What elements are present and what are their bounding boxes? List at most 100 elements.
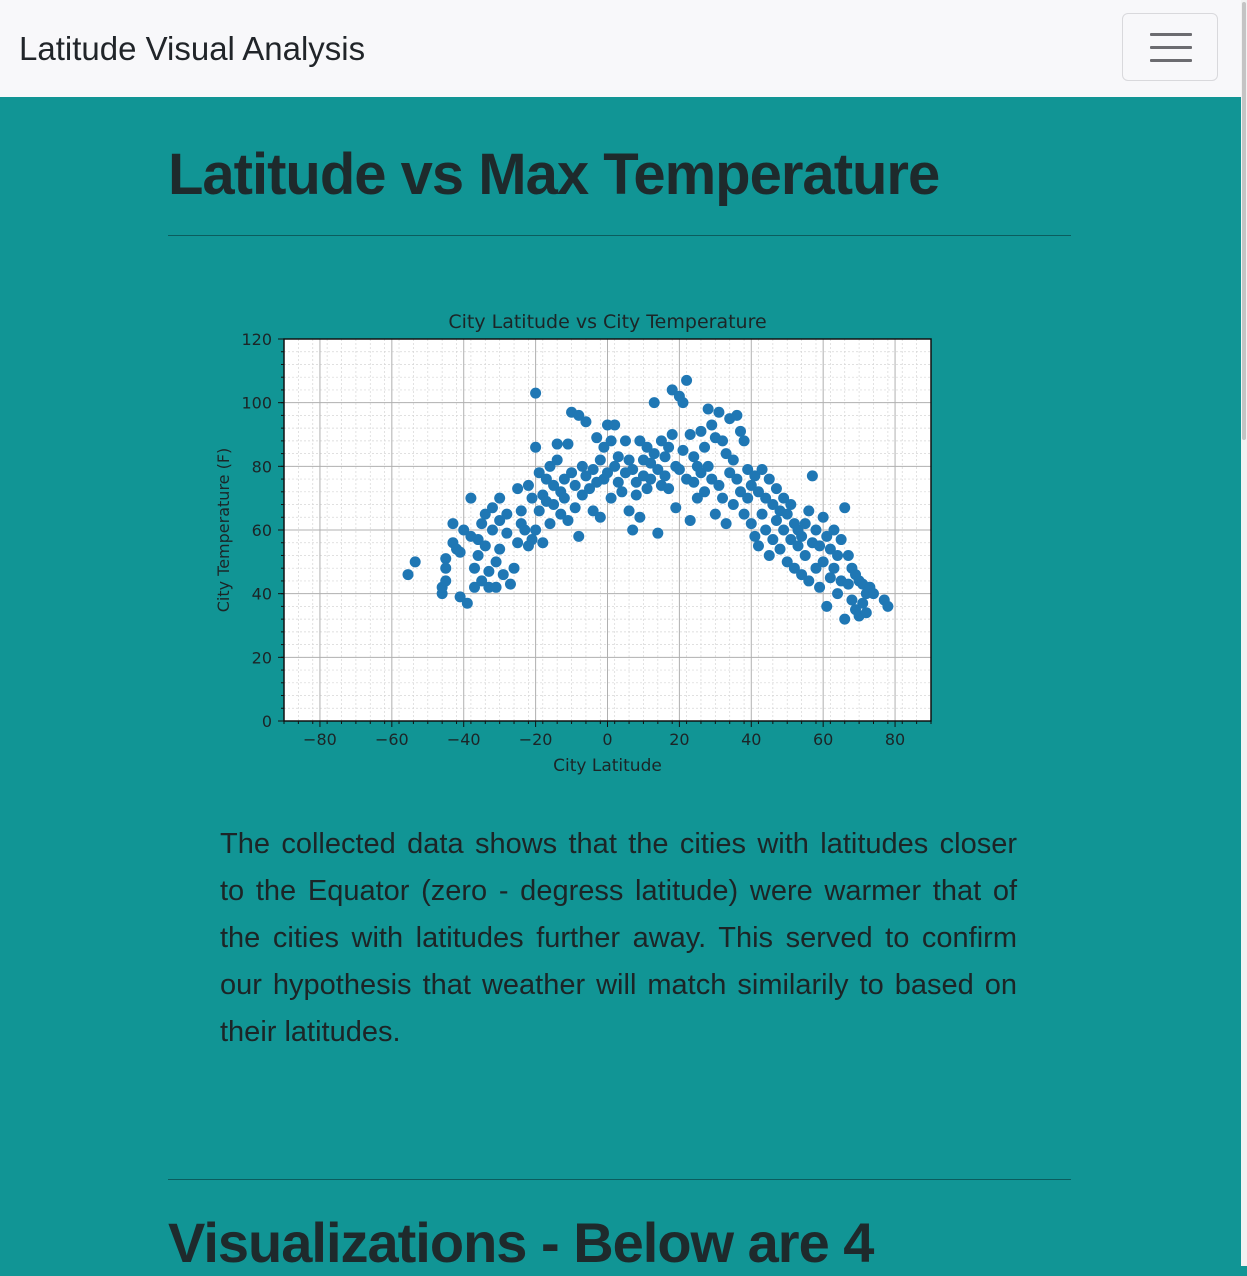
data-point [745, 518, 757, 530]
data-point [476, 518, 488, 530]
x-tick-label: 80 [885, 730, 905, 749]
data-point [781, 508, 793, 520]
data-point [706, 419, 718, 431]
data-point [479, 508, 491, 520]
data-point [832, 588, 844, 600]
data-point [551, 454, 563, 466]
data-point [752, 540, 764, 552]
data-point [688, 451, 700, 463]
y-tick-label: 120 [241, 330, 272, 349]
data-point [634, 435, 646, 447]
data-point [734, 486, 746, 498]
data-point [504, 578, 516, 590]
data-point [494, 514, 506, 526]
data-point [526, 534, 538, 546]
data-point [882, 600, 894, 612]
data-point [573, 409, 585, 421]
data-point [652, 527, 664, 539]
data-point [666, 384, 678, 396]
data-point [785, 499, 797, 511]
scrollbar-thumb[interactable] [1242, 2, 1246, 440]
data-point [497, 569, 509, 581]
x-tick-label: −60 [375, 730, 409, 749]
data-point [508, 562, 520, 574]
data-point [709, 508, 721, 520]
data-point [796, 530, 808, 542]
data-point [828, 562, 840, 574]
data-point [814, 581, 826, 593]
data-point [576, 489, 588, 501]
data-point [469, 581, 481, 593]
y-tick-label: 20 [252, 648, 272, 667]
page-title: Latitude vs Max Temperature [168, 142, 940, 207]
data-point [673, 464, 685, 476]
data-point [641, 483, 653, 495]
data-point [734, 425, 746, 437]
data-point [562, 514, 574, 526]
data-point [720, 448, 732, 460]
data-point [530, 387, 542, 399]
data-point [519, 524, 531, 536]
scrollbar-track[interactable] [1241, 0, 1247, 1266]
data-point [526, 492, 538, 504]
data-point [684, 429, 696, 440]
data-point [760, 492, 772, 504]
data-point [548, 499, 560, 511]
data-point [454, 591, 466, 603]
data-point [713, 479, 725, 491]
section-divider [168, 1179, 1071, 1180]
data-point [533, 505, 545, 517]
data-point [458, 524, 470, 536]
data-point [706, 473, 718, 485]
y-tick-label: 80 [252, 457, 272, 476]
x-tick-label: −40 [447, 730, 481, 749]
data-point [569, 502, 581, 514]
data-point [749, 470, 761, 482]
data-point [695, 425, 707, 437]
data-point [616, 486, 628, 498]
data-point [731, 473, 743, 485]
data-point [447, 518, 459, 530]
data-point [512, 483, 524, 495]
data-point [817, 511, 829, 523]
data-point [796, 569, 808, 581]
data-point [648, 448, 660, 460]
data-point [472, 534, 484, 546]
data-point [566, 467, 578, 479]
data-point [738, 435, 750, 447]
data-point [609, 419, 621, 431]
data-point [630, 476, 642, 488]
data-point [587, 464, 599, 476]
data-point [717, 435, 729, 447]
data-point [627, 464, 639, 476]
navbar-brand[interactable]: Latitude Visual Analysis [19, 30, 366, 67]
data-point [785, 534, 797, 546]
x-tick-label: 20 [669, 730, 689, 749]
data-point [409, 556, 421, 568]
data-point [612, 451, 624, 463]
data-point [699, 486, 711, 498]
data-point [494, 492, 506, 504]
data-point [501, 508, 513, 520]
data-point [551, 438, 563, 450]
data-point [824, 543, 836, 555]
data-point [731, 409, 743, 421]
data-point [788, 562, 800, 574]
data-point [691, 492, 703, 504]
data-point [677, 444, 689, 456]
data-point [799, 549, 811, 561]
data-point [612, 476, 624, 488]
data-point [476, 575, 488, 587]
data-point [479, 540, 491, 552]
data-point [767, 534, 779, 546]
data-point [760, 524, 772, 536]
data-point [469, 562, 481, 574]
scatter-chart-svg: −80 −60 −40 −20 0 20 40 60 80 0 20 40 60 80 100 120 City… [214, 311, 932, 776]
data-point [645, 473, 657, 485]
data-point [832, 549, 844, 561]
data-point [648, 397, 660, 409]
data-point [803, 575, 815, 587]
data-point [688, 476, 700, 488]
navbar-toggle-button[interactable] [1122, 13, 1218, 81]
data-point [580, 470, 592, 482]
